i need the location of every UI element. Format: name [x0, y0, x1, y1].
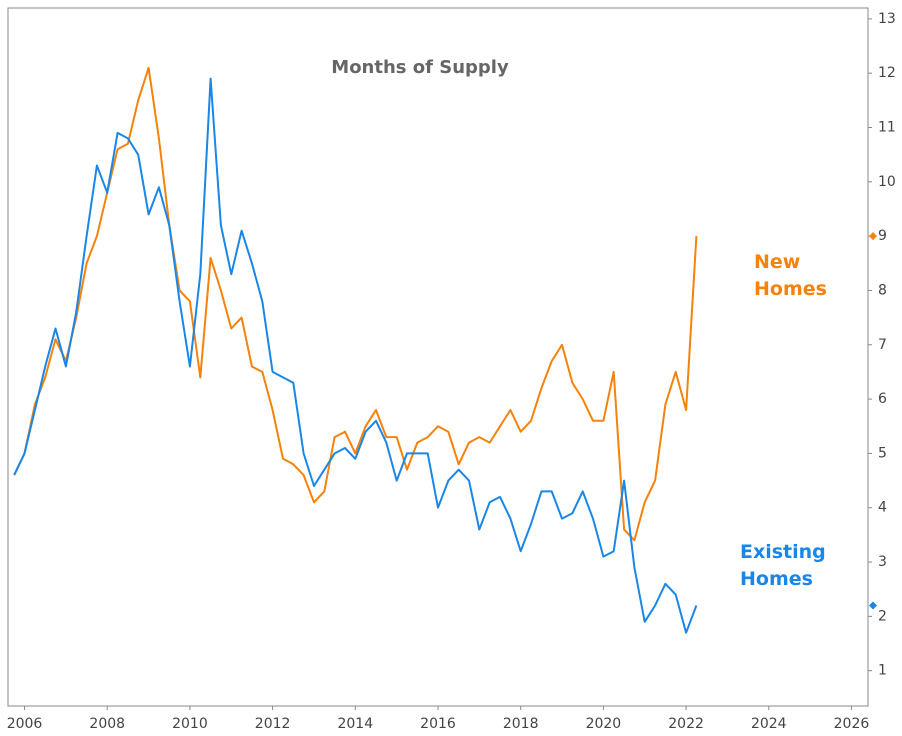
y-tick-label: 13 [878, 11, 896, 27]
last-value-marker [869, 601, 877, 610]
x-tick-label: 2010 [172, 716, 208, 732]
y-tick-label: 12 [878, 65, 896, 81]
y-tick-label: 1 [878, 663, 887, 679]
x-tick-label: 2008 [89, 716, 125, 732]
x-tick-label: 2012 [255, 716, 291, 732]
x-tick-label: 2018 [503, 716, 539, 732]
x-tick-label: 2026 [834, 716, 870, 732]
plot-frame [7, 7, 869, 707]
legend-label: New Homes [754, 251, 827, 300]
x-tick-label: 2006 [7, 716, 43, 732]
x-tick-label: 2022 [668, 716, 704, 732]
x-tick-label: 2016 [420, 716, 456, 732]
x-tick-label: 2020 [586, 716, 622, 732]
y-tick-label: 2 [878, 608, 887, 624]
x-tick-label: 2024 [751, 716, 787, 732]
legend-label: Existing Homes [740, 541, 826, 590]
y-tick-label: 8 [878, 282, 887, 298]
last-value-marker [869, 232, 877, 241]
chart-title: Months of Supply [331, 57, 509, 78]
y-tick-label: 11 [878, 120, 896, 136]
y-tick-label: 7 [878, 337, 887, 353]
series-line [13, 66, 698, 542]
y-tick-label: 6 [878, 391, 887, 407]
y-tick-label: 4 [878, 500, 887, 516]
y-tick-label: 9 [878, 228, 887, 244]
x-tick-label: 2014 [337, 716, 373, 732]
y-tick-label: 3 [878, 554, 887, 570]
y-tick-label: 5 [878, 445, 887, 461]
y-tick-label: 10 [878, 174, 896, 190]
series-line [13, 77, 698, 634]
